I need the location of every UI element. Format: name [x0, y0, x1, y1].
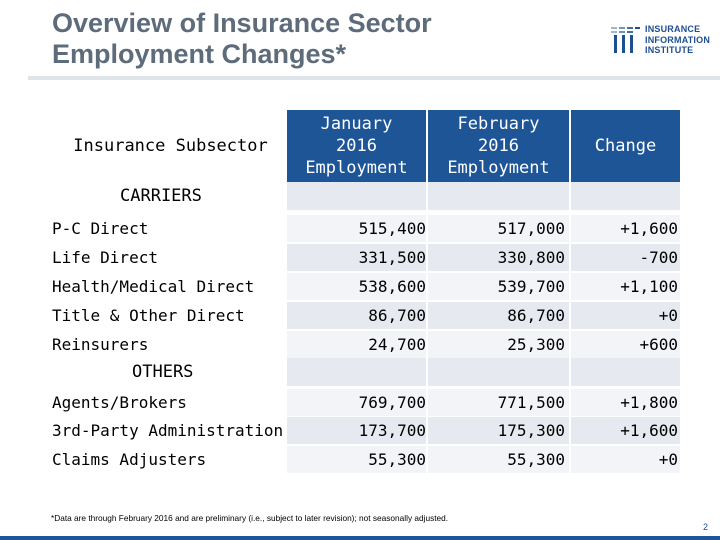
group-spacer	[287, 182, 426, 210]
footnote: *Data are through February 2016 and are …	[51, 513, 449, 523]
row-jan-value: 55,300	[287, 446, 426, 473]
row-jan-value: 515,400	[287, 215, 426, 242]
table-row: Claims Adjusters 55,300 55,300 +0	[48, 446, 680, 475]
row-feb-value: 539,700	[428, 273, 569, 300]
header-feb-line3: Employment	[447, 158, 550, 178]
row-feb-value: 175,300	[428, 417, 569, 444]
iii-logo-icon	[611, 27, 640, 53]
row-subsector: Claims Adjusters	[48, 446, 285, 473]
table-row: Agents/Brokers 769,700 771,500 +1,800	[48, 389, 680, 418]
row-jan-value: 24,700	[287, 331, 426, 358]
row-change-value: +0	[571, 446, 680, 473]
slide-title: Overview of Insurance Sector Employment …	[52, 8, 432, 69]
iii-logo: INSURANCE INFORMATION INSTITUTE	[611, 23, 711, 59]
logo-line-2: INFORMATION	[645, 34, 711, 45]
group-label-others: OTHERS	[132, 362, 194, 382]
row-feb-value: 771,500	[428, 389, 569, 416]
row-change-value: +1,600	[571, 215, 680, 242]
row-subsector: 3rd-Party Administration	[48, 417, 285, 444]
row-jan-value: 769,700	[287, 389, 426, 416]
row-feb-value: 25,300	[428, 331, 569, 358]
group-spacer	[287, 358, 426, 386]
row-jan-value: 331,500	[287, 244, 426, 271]
header-feb-line2: 2016	[478, 136, 519, 156]
page-number: 2	[702, 522, 708, 532]
row-change-value: -700	[571, 244, 680, 271]
header-jan-line2: 2016	[336, 136, 377, 156]
row-subsector: Health/Medical Direct	[48, 273, 285, 300]
header-subsector-label: Insurance Subsector	[73, 136, 268, 156]
row-feb-value: 55,300	[428, 446, 569, 473]
row-subsector: Agents/Brokers	[48, 389, 285, 416]
group-spacer	[571, 182, 680, 210]
group-spacer	[428, 182, 569, 210]
header-february: February 2016 Employment	[428, 110, 569, 182]
row-subsector: P-C Direct	[48, 215, 285, 242]
row-jan-value: 538,600	[287, 273, 426, 300]
table-row: Life Direct 331,500 330,800 -700	[48, 244, 680, 273]
header-january: January 2016 Employment	[287, 110, 426, 182]
header-jan-line1: January	[320, 114, 393, 134]
header-subsector: Insurance Subsector	[48, 110, 285, 182]
row-change-value: +600	[571, 331, 680, 358]
row-jan-value: 86,700	[287, 302, 426, 329]
table-row: Title & Other Direct 86,700 86,700 +0	[48, 302, 680, 331]
table-row: 3rd-Party Administration 173,700 175,300…	[48, 417, 680, 446]
row-jan-value: 173,700	[287, 417, 426, 444]
header-change-label: Change	[594, 136, 657, 156]
table-row: Reinsurers 24,700 25,300 +600	[48, 331, 680, 360]
logo-line-3: INSTITUTE	[645, 45, 694, 55]
row-change-value: +1,800	[571, 389, 680, 416]
row-change-value: +1,600	[571, 417, 680, 444]
table-row: Health/Medical Direct 538,600 539,700 +1…	[48, 273, 680, 302]
group-spacer	[428, 358, 569, 386]
row-subsector: Reinsurers	[48, 331, 285, 358]
row-subsector: Life Direct	[48, 244, 285, 271]
logo-line-1: INSURANCE	[645, 24, 701, 34]
group-spacer	[571, 358, 680, 386]
row-change-value: +1,100	[571, 273, 680, 300]
group-label-carriers: CARRIERS	[120, 186, 202, 206]
table-row: P-C Direct 515,400 517,000 +1,600	[48, 215, 680, 244]
bottom-bar	[0, 536, 720, 540]
header-feb-line1: February	[457, 114, 540, 134]
row-change-value: +0	[571, 302, 680, 329]
header-change: Change	[571, 110, 680, 182]
logo-text: INSURANCE INFORMATION INSTITUTE	[645, 24, 710, 56]
row-feb-value: 86,700	[428, 302, 569, 329]
row-feb-value: 517,000	[428, 215, 569, 242]
header-jan-line3: Employment	[305, 158, 408, 178]
row-feb-value: 330,800	[428, 244, 569, 271]
row-subsector: Title & Other Direct	[48, 302, 285, 329]
title-divider	[28, 76, 720, 80]
